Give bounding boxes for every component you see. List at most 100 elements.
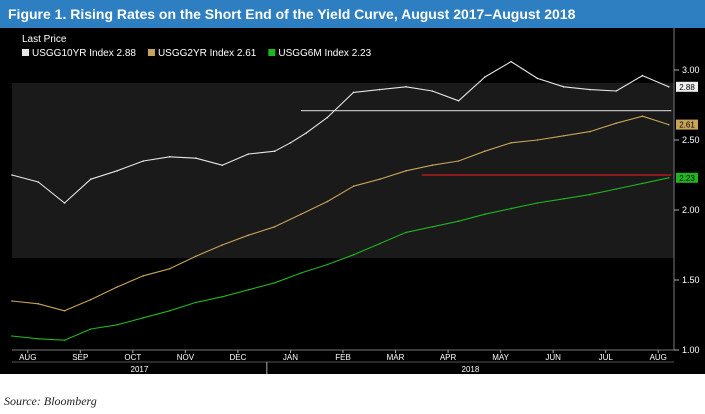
data-point-six_month — [405, 231, 407, 234]
data-point-ten_year — [562, 86, 565, 88]
data-point-six_month — [247, 289, 250, 291]
data-point-two_year — [300, 213, 302, 215]
data-point-six_month — [431, 226, 434, 228]
data-point-two_year — [378, 178, 381, 180]
data-point-six_month — [562, 198, 565, 200]
x-tick-label: AUG — [19, 353, 36, 362]
year-label: 2017 — [131, 365, 149, 374]
last-price-label: 2.61 — [679, 121, 695, 130]
data-point-six_month — [667, 177, 670, 179]
data-point-ten_year — [90, 178, 92, 180]
data-point-ten_year — [168, 156, 171, 158]
reference-lines — [300, 109, 672, 176]
data-point-six_month — [195, 301, 197, 304]
x-tick-label: JUN — [545, 353, 561, 362]
data-point-ten_year — [273, 150, 276, 152]
data-point-six_month — [90, 328, 92, 330]
data-point-two_year — [11, 300, 13, 302]
data-point-ten_year — [326, 116, 329, 119]
data-point-six_month — [326, 263, 329, 266]
data-point-six_month — [11, 335, 13, 337]
data-point-ten_year — [63, 202, 66, 204]
data-point-six_month — [37, 338, 40, 340]
y-tick-label: 2.50 — [682, 135, 700, 145]
series-lines — [11, 60, 670, 342]
legend-title: Last Price — [22, 34, 67, 45]
legend-swatch-six_month — [268, 49, 276, 56]
last-price-label: 2.88 — [679, 83, 695, 92]
data-point-ten_year — [615, 90, 618, 92]
data-point-two_year — [37, 303, 40, 305]
data-point-six_month — [63, 339, 66, 342]
data-point-two_year — [536, 139, 539, 141]
data-point-two_year — [484, 150, 486, 152]
data-point-six_month — [116, 324, 118, 326]
data-point-ten_year — [484, 76, 486, 78]
data-point-six_month — [168, 310, 171, 312]
data-point-ten_year — [195, 157, 197, 159]
data-point-two_year — [273, 226, 276, 228]
data-point-six_month — [142, 317, 145, 319]
y-tick-label: 3.00 — [682, 65, 700, 75]
data-point-two_year — [352, 185, 355, 187]
figure-title: Figure 1. Rising Rates on the Short End … — [8, 6, 576, 22]
data-point-two_year — [615, 122, 618, 124]
x-tick-label: SEP — [72, 353, 88, 362]
data-point-six_month — [536, 202, 539, 204]
data-point-six_month — [484, 213, 486, 215]
data-point-two_year — [326, 200, 329, 203]
data-point-ten_year — [405, 86, 407, 88]
last-price-labels: 2.88 2.61 2.23 — [676, 81, 698, 183]
data-point-ten_year — [142, 160, 145, 162]
data-point-six_month — [221, 296, 223, 298]
data-point-ten_year — [11, 174, 13, 176]
y-tick-label: 1.50 — [682, 275, 700, 285]
data-point-two_year — [510, 142, 512, 144]
series-line-two_year — [11, 115, 669, 312]
last-price-badge — [676, 172, 698, 183]
data-point-two_year — [405, 170, 407, 172]
plot-area-upper — [12, 83, 674, 258]
year-label: 2018 — [462, 365, 480, 374]
data-point-ten_year — [37, 181, 40, 183]
last-price-badge — [676, 81, 698, 92]
data-point-ten_year — [289, 142, 292, 144]
x-tick-label: AUG — [650, 353, 667, 362]
figure-title-bar: Figure 1. Rising Rates on the Short End … — [0, 0, 705, 28]
data-point-ten_year — [536, 77, 539, 80]
legend-swatch-two_year — [147, 49, 155, 56]
data-point-two_year — [641, 115, 644, 117]
data-point-ten_year — [247, 153, 250, 155]
data-point-six_month — [589, 193, 591, 196]
data-point-ten_year — [378, 88, 381, 91]
x-tick-label: MAR — [387, 353, 405, 362]
data-point-six_month — [641, 182, 644, 185]
x-tick-label: NOV — [177, 353, 195, 362]
data-point-six_month — [273, 282, 276, 284]
data-point-ten_year — [305, 132, 308, 134]
data-point-six_month — [457, 220, 460, 222]
legend: Last Price USGG10YR Index 2.88 USGG2YR In… — [22, 34, 372, 59]
data-point-two_year — [589, 130, 591, 133]
data-point-ten_year — [667, 86, 670, 88]
x-axis: AUG SEP OCT NOV DEC JAN FEB MAR APR MAY JUN JUL AUG 2… — [12, 349, 674, 374]
data-point-ten_year — [221, 164, 223, 166]
x-tick-label: JUL — [599, 353, 614, 362]
x-tick-label: APR — [440, 353, 457, 362]
legend-label-ten_year: USGG10YR Index 2.88 — [32, 48, 136, 59]
legend-label-two_year: USGG2YR Index 2.61 — [158, 48, 257, 59]
x-tick-label: JAN — [283, 353, 298, 362]
data-point-six_month — [352, 254, 355, 256]
last-price-label: 2.23 — [679, 174, 695, 183]
data-point-two_year — [195, 255, 197, 257]
source-note: Source: Bloomberg — [4, 394, 97, 408]
data-point-six_month — [378, 242, 381, 245]
data-point-two_year — [168, 268, 171, 270]
data-point-ten_year — [116, 170, 118, 172]
data-point-two_year — [90, 298, 92, 301]
yield-curve-chart: 1.00 1.50 2.00 2.50 3.00 AUG SEP OCT NOV DEC JAN F… — [0, 28, 705, 374]
series-line-six_month — [11, 177, 669, 341]
last-price-badge — [676, 119, 698, 130]
y-tick-label: 2.00 — [682, 205, 700, 215]
y-tick-label: 1.00 — [682, 345, 700, 355]
